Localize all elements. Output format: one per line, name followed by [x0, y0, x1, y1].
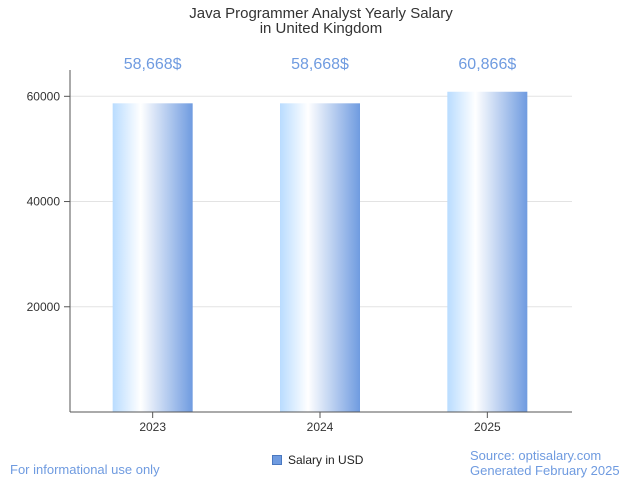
bar-2024[interactable]	[280, 103, 360, 412]
data-label-2024: 58,668$	[291, 56, 349, 73]
bar-2023[interactable]	[112, 103, 193, 412]
x-tick-label-2023: 2023	[139, 420, 166, 434]
x-tick-label-2025: 2025	[474, 420, 501, 434]
generated-text: Generated February 2025	[470, 463, 620, 478]
bar-2025[interactable]	[447, 91, 528, 413]
chart-title-line-1: Java Programmer Analyst Yearly Salary	[189, 5, 453, 22]
source-text: Source: optisalary.com	[470, 448, 602, 463]
legend[interactable]: Salary in USD	[272, 453, 363, 467]
y-tick-label: 20000	[27, 300, 61, 314]
legend-swatch	[272, 455, 282, 465]
legend-label: Salary in USD	[288, 453, 364, 467]
data-label-2025: 60,866$	[458, 56, 516, 73]
disclaimer-text: For informational use only	[10, 462, 160, 477]
y-tick-label: 60000	[27, 89, 61, 103]
y-tick-label: 40000	[27, 195, 61, 209]
x-tick-label-2024: 2024	[307, 420, 334, 434]
data-label-2023: 58,668$	[124, 56, 182, 73]
chart-title-line-2: in United Kingdom	[259, 20, 383, 37]
